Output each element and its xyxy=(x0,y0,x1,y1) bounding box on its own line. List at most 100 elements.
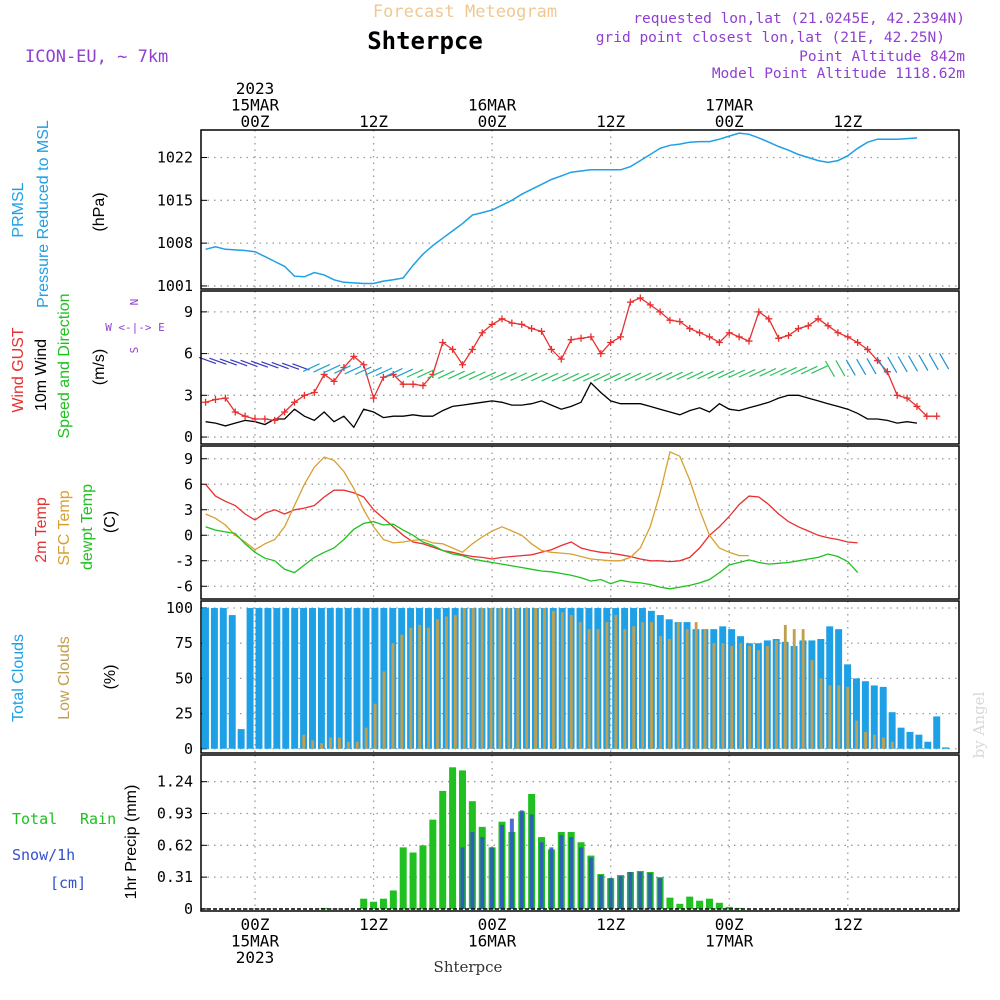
gust-marker xyxy=(666,316,674,324)
low-cloud-bar xyxy=(355,741,359,749)
gust-marker xyxy=(211,395,219,403)
low-cloud-bar xyxy=(766,646,769,749)
plot-area: 1001 1008 1015 1022 PRMSL Pressure Reduced to… xyxy=(10,79,960,967)
y-tick-label: 3 xyxy=(184,501,193,519)
total-cloud-bar xyxy=(861,681,869,749)
gust-marker xyxy=(518,320,526,328)
low-cloud-bar xyxy=(623,629,627,749)
gust-marker xyxy=(419,382,427,390)
total-cloud-bar xyxy=(870,685,878,749)
wind-arrow xyxy=(824,360,836,377)
panel-wind: 0 3 6 9 Wind GUST 10m Wind Speed and Direction… xyxy=(10,291,959,446)
rain-bar xyxy=(409,852,417,909)
low-cloud-bar xyxy=(694,622,698,749)
low-cloud-bar xyxy=(462,608,466,749)
gust-marker xyxy=(735,333,743,341)
snow-bar xyxy=(579,847,584,909)
gust-marker xyxy=(765,315,773,323)
snow-bar xyxy=(648,873,653,909)
gust-marker xyxy=(409,380,417,388)
gust-marker xyxy=(923,412,931,420)
snow-bar xyxy=(618,876,623,909)
temp-line-1 xyxy=(205,450,749,562)
credit-watermark: by Angel xyxy=(970,691,988,758)
low-cloud-bar xyxy=(400,634,404,749)
gust-marker xyxy=(725,329,733,337)
wind-arrow xyxy=(845,359,856,376)
wind-arrow xyxy=(614,372,631,382)
panel-frame xyxy=(200,754,960,912)
wind-arrow xyxy=(302,363,320,372)
low-cloud-bar xyxy=(507,608,511,749)
snow-label: Snow/1h xyxy=(12,846,75,864)
gust-marker xyxy=(824,322,832,330)
total-cloud-bar xyxy=(210,608,218,749)
gust-marker xyxy=(488,320,496,328)
gust-marker xyxy=(231,408,239,416)
panel-pressure: 1001 1008 1015 1022 PRMSL Pressure Reduced to… xyxy=(10,120,959,308)
bottom-time-label: 12Z xyxy=(596,915,625,934)
total-clouds-label: Total Clouds xyxy=(10,634,27,722)
wind-arrow xyxy=(800,365,818,375)
wind-arrow xyxy=(313,363,331,373)
rain-bar xyxy=(725,906,733,909)
gust-marker xyxy=(854,338,862,346)
low-cloud-bar xyxy=(436,619,439,749)
gust-marker xyxy=(458,361,466,369)
low-cloud-bar xyxy=(302,734,306,749)
wind-arrow xyxy=(385,368,403,377)
wind-arrow xyxy=(427,369,445,379)
pressure-desc-label: Pressure Reduced to MSL xyxy=(35,120,52,308)
low-cloud-bar xyxy=(489,608,493,749)
gust-marker xyxy=(439,338,447,346)
snow-bar xyxy=(519,810,524,909)
wind-arrow xyxy=(593,372,611,382)
y-tick-label: 3 xyxy=(184,386,193,404)
low-cloud-bar xyxy=(792,629,796,749)
wind-arrow xyxy=(562,372,580,382)
wind-arrow xyxy=(437,370,455,379)
wind-arrow xyxy=(665,371,683,381)
wind-arrow xyxy=(790,366,808,376)
rain-bar xyxy=(686,896,694,909)
snow-bar xyxy=(480,837,485,909)
low-cloud-bar xyxy=(721,643,725,749)
gust-marker xyxy=(745,337,753,345)
wind-arrow xyxy=(572,372,590,382)
low-cloud-bar xyxy=(703,629,707,749)
y-tick-label: 1015 xyxy=(157,191,193,209)
gust-marker xyxy=(271,416,279,424)
low-cloud-bar xyxy=(873,734,876,749)
wind-arrow xyxy=(928,353,939,371)
top-time-label: 00Z xyxy=(241,112,270,131)
snow-bar xyxy=(608,878,613,909)
wind-arrow xyxy=(354,366,372,376)
sfc-temp-label: SFC Temp xyxy=(56,490,73,565)
wind-arrow xyxy=(717,369,735,379)
low-cloud-bar xyxy=(801,629,805,749)
compass-north: N xyxy=(128,299,141,306)
panel-frame xyxy=(200,290,960,445)
gust-marker xyxy=(814,315,822,323)
wind-arrow xyxy=(583,372,600,382)
gust-marker xyxy=(360,361,368,369)
gust-marker xyxy=(528,325,536,333)
total-cloud-bar xyxy=(852,678,860,749)
gust-marker xyxy=(350,352,358,360)
total-cloud-bar xyxy=(924,741,932,749)
bottom-time-label: 15MAR xyxy=(231,932,280,951)
top-time-label: 16MAR xyxy=(468,96,517,115)
total-cloud-bar xyxy=(300,608,308,749)
total-cloud-bar xyxy=(202,608,209,749)
temp-line-0 xyxy=(205,483,858,563)
gust-marker xyxy=(281,408,289,416)
y-tick-label: 0 xyxy=(184,900,193,918)
snow-bar xyxy=(658,878,663,909)
gust-marker xyxy=(715,338,723,346)
low-cloud-bar xyxy=(846,686,850,749)
wind-arrow xyxy=(510,372,528,382)
y-tick-label: 6 xyxy=(184,345,193,363)
low-cloud-bar xyxy=(329,737,332,749)
wind-arrow xyxy=(417,369,434,379)
